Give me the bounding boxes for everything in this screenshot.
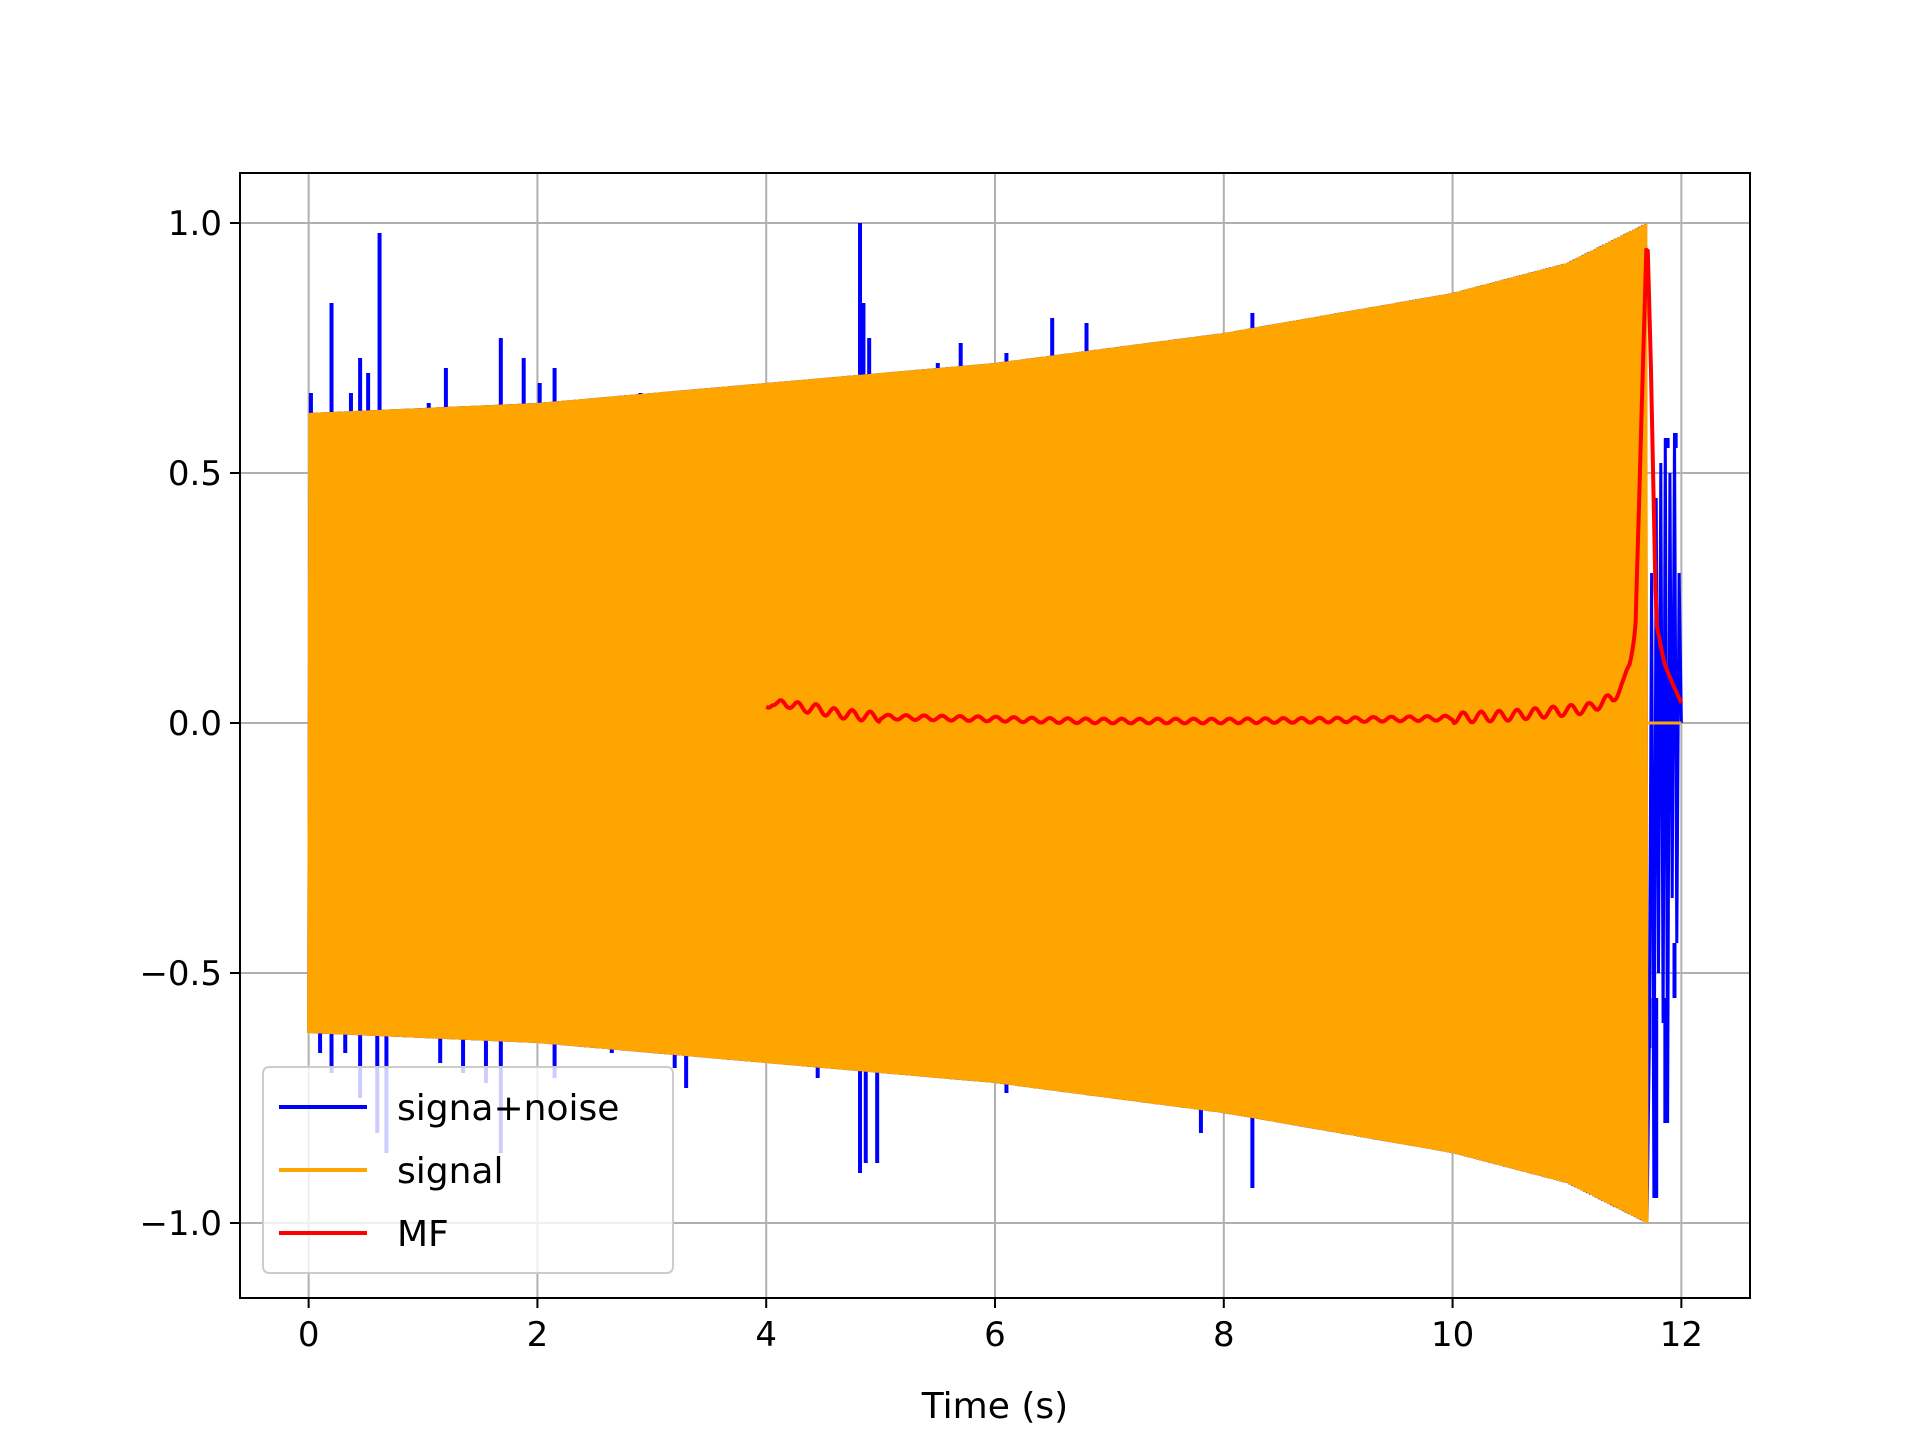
x-tick-label: 4 <box>755 1315 777 1355</box>
legend-label: signal <box>397 1151 504 1192</box>
mf-line <box>765 247 1684 726</box>
ticks: 0 2 4 6 8 10 12 −1.0 −0.5 0.0 0.5 1.0 <box>139 204 1703 1355</box>
x-tick-label: 8 <box>1213 1315 1235 1355</box>
y-tick-label: 0.0 <box>168 704 222 744</box>
legend-box <box>262 1066 674 1274</box>
x-tick-label: 2 <box>527 1315 549 1355</box>
x-tick-label: 12 <box>1660 1315 1703 1355</box>
y-tick-label: 1.0 <box>168 204 222 244</box>
y-tick-label: 0.5 <box>168 454 222 494</box>
legend: signa+noise signal MF <box>262 1066 674 1274</box>
legend-label: signa+noise <box>397 1088 619 1129</box>
x-tick-label: 6 <box>984 1315 1006 1355</box>
y-tick-label: −1.0 <box>139 1204 222 1244</box>
x-axis-label: Time (s) <box>921 1386 1068 1427</box>
series-layer <box>307 223 1684 1224</box>
signal-line <box>307 223 1649 1224</box>
series-signal <box>307 223 1682 1224</box>
x-tick-label: 0 <box>298 1315 320 1355</box>
x-tick-label: 10 <box>1431 1315 1474 1355</box>
y-tick-label: −0.5 <box>139 954 222 994</box>
legend-label: MF <box>397 1214 449 1255</box>
series-mf <box>765 247 1684 726</box>
